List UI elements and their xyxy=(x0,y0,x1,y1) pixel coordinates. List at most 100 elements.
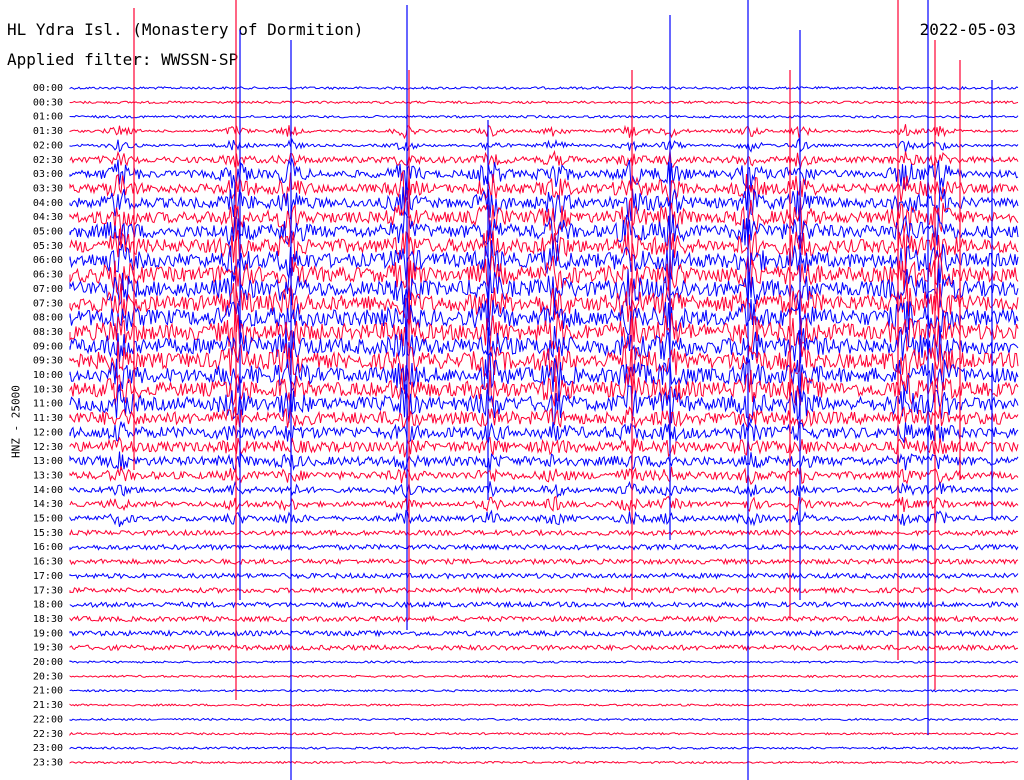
time-label: 03:00 xyxy=(33,169,63,180)
date-label: 2022-05-03 xyxy=(919,20,1016,39)
trace-row xyxy=(69,674,1019,679)
time-label: 12:30 xyxy=(33,442,63,453)
trace-row xyxy=(69,688,1019,693)
time-label: 09:00 xyxy=(33,341,63,352)
trace-row xyxy=(69,660,1019,664)
trace-row xyxy=(69,572,1019,580)
time-label: 08:30 xyxy=(33,327,63,338)
trace-row xyxy=(69,338,1019,383)
trace-row xyxy=(69,600,1019,609)
time-label: 04:00 xyxy=(33,198,63,209)
trace-row xyxy=(69,240,1019,283)
trace-row xyxy=(69,100,1019,105)
time-label: 17:00 xyxy=(33,571,63,582)
trace-row xyxy=(69,311,1019,354)
trace-row xyxy=(69,325,1019,365)
time-label: 04:30 xyxy=(33,212,63,223)
trace-row xyxy=(69,405,1019,430)
time-label: 10:30 xyxy=(33,384,63,395)
time-label: 01:30 xyxy=(33,126,63,137)
trace-row xyxy=(69,717,1019,722)
time-label: 10:00 xyxy=(33,370,63,381)
time-label: 06:30 xyxy=(33,270,63,281)
trace-row xyxy=(69,746,1019,750)
time-label: 08:00 xyxy=(33,313,63,324)
time-label: 11:30 xyxy=(33,413,63,424)
trace-row xyxy=(69,557,1019,566)
time-label: 00:30 xyxy=(33,97,63,108)
trace-row xyxy=(69,294,1019,340)
trace-row xyxy=(69,528,1019,537)
trace-row xyxy=(69,124,1019,140)
time-label: 02:00 xyxy=(33,140,63,151)
time-label: 21:00 xyxy=(33,686,63,697)
time-label: 23:00 xyxy=(33,743,63,754)
time-label: 13:00 xyxy=(33,456,63,467)
time-label: 14:30 xyxy=(33,499,63,510)
time-label: 07:30 xyxy=(33,298,63,309)
time-label: 16:30 xyxy=(33,557,63,568)
trace-row xyxy=(69,495,1019,513)
time-label: 19:30 xyxy=(33,643,63,654)
trace-row xyxy=(69,169,1019,207)
trace-row xyxy=(69,252,1019,297)
time-label: 22:30 xyxy=(33,729,63,740)
time-label: 11:00 xyxy=(33,399,63,410)
time-label: 19:00 xyxy=(33,628,63,639)
time-label: 18:00 xyxy=(33,600,63,611)
trace-row xyxy=(69,149,1019,170)
time-label: 02:30 xyxy=(33,155,63,166)
time-label: 18:30 xyxy=(33,614,63,625)
trace-row xyxy=(69,703,1019,707)
time-label: 09:30 xyxy=(33,356,63,367)
time-labels: 00:00 00:30 01:00 01:30 02:00 02:30 03:00 03:30… xyxy=(33,83,63,768)
trace-row xyxy=(69,451,1019,473)
time-label: 15:00 xyxy=(33,514,63,525)
trace-row xyxy=(69,509,1019,527)
time-label: 00:00 xyxy=(33,83,63,94)
trace-row xyxy=(69,384,1019,426)
trace-row xyxy=(69,615,1019,624)
time-label: 13:30 xyxy=(33,470,63,481)
trace-row xyxy=(69,420,1019,443)
trace-row xyxy=(69,268,1019,310)
time-label: 21:30 xyxy=(33,700,63,711)
trace-row xyxy=(69,196,1019,237)
trace-row xyxy=(69,629,1019,638)
time-label: 05:00 xyxy=(33,227,63,238)
trace-row xyxy=(69,586,1019,595)
trace-row xyxy=(69,760,1019,765)
trace-row xyxy=(69,137,1019,153)
time-label: 20:30 xyxy=(33,671,63,682)
trace-row xyxy=(69,85,1019,90)
time-label: 15:30 xyxy=(33,528,63,539)
trace-row xyxy=(69,182,1019,223)
filter-label: Applied filter: WWSSN-SP xyxy=(7,50,239,69)
trace-row xyxy=(69,227,1019,265)
trace-row xyxy=(69,731,1019,737)
time-label: 23:30 xyxy=(33,757,63,768)
station-title: HL Ydra Isl. (Monastery of Dormition) xyxy=(7,20,364,39)
trace-row xyxy=(69,643,1019,652)
trace-row xyxy=(69,210,1019,249)
trace-row xyxy=(69,480,1019,499)
trace-row xyxy=(69,157,1019,191)
time-label: 22:00 xyxy=(33,714,63,725)
trace-row xyxy=(69,367,1019,412)
trace-lines xyxy=(69,85,1019,765)
event-spikes xyxy=(133,0,993,780)
time-label: 17:30 xyxy=(33,585,63,596)
time-label: 12:00 xyxy=(33,427,63,438)
trace-row xyxy=(69,543,1019,552)
time-label: 06:00 xyxy=(33,255,63,266)
time-label: 20:00 xyxy=(33,657,63,668)
trace-row xyxy=(69,352,1019,395)
time-label: 16:00 xyxy=(33,542,63,553)
time-label: 01:00 xyxy=(33,112,63,123)
time-label: 03:30 xyxy=(33,183,63,194)
trace-row xyxy=(69,466,1019,486)
time-label: 14:00 xyxy=(33,485,63,496)
trace-row xyxy=(69,436,1019,458)
time-label: 05:30 xyxy=(33,241,63,252)
